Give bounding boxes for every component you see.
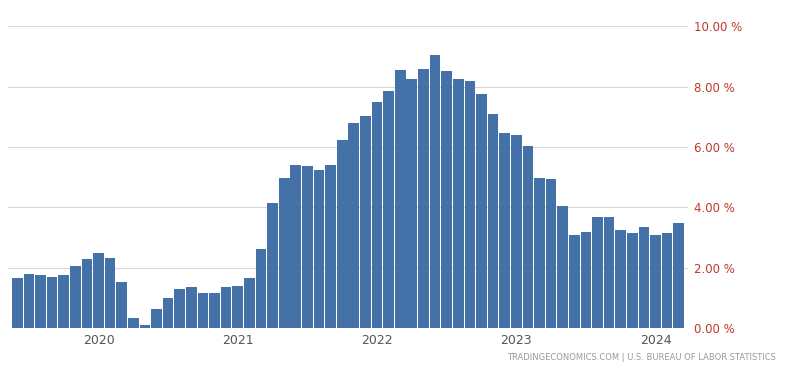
Bar	[198, 292, 208, 328]
Bar	[256, 249, 266, 328]
Bar	[604, 216, 614, 328]
Bar	[627, 233, 638, 328]
Bar	[360, 116, 370, 328]
Bar	[12, 278, 22, 328]
Bar	[349, 123, 359, 328]
Bar	[314, 170, 324, 328]
Bar	[522, 146, 534, 328]
Bar	[442, 71, 452, 328]
Bar	[326, 166, 336, 328]
Bar	[476, 94, 486, 328]
Bar	[558, 206, 568, 328]
Bar	[244, 278, 254, 328]
Bar	[70, 266, 81, 328]
Bar	[499, 134, 510, 328]
Bar	[395, 70, 406, 328]
Bar	[406, 79, 417, 328]
Bar	[128, 318, 138, 328]
Bar	[46, 277, 58, 328]
Bar	[662, 233, 673, 328]
Bar	[221, 287, 231, 328]
Bar	[534, 178, 545, 328]
Bar	[93, 253, 104, 328]
Bar	[372, 102, 382, 328]
Bar	[546, 179, 557, 328]
Bar	[581, 232, 591, 328]
Bar	[151, 308, 162, 328]
Bar	[337, 140, 347, 328]
Bar	[162, 298, 174, 328]
Bar	[58, 275, 69, 328]
Bar	[279, 178, 290, 328]
Bar	[638, 227, 650, 328]
Bar	[430, 55, 440, 328]
Bar	[650, 235, 661, 328]
Bar	[465, 81, 475, 328]
Bar	[35, 275, 46, 328]
Bar	[23, 273, 34, 328]
Bar	[418, 69, 429, 328]
Bar	[290, 166, 301, 328]
Bar	[105, 258, 115, 328]
Bar	[174, 289, 185, 328]
Bar	[82, 259, 92, 328]
Bar	[139, 325, 150, 328]
Bar	[116, 282, 127, 328]
Bar	[383, 91, 394, 328]
Text: TRADINGECONOMICS.COM | U.S. BUREAU OF LABOR STATISTICS: TRADINGECONOMICS.COM | U.S. BUREAU OF LA…	[507, 353, 776, 362]
Bar	[267, 203, 278, 328]
Bar	[186, 287, 197, 328]
Bar	[592, 217, 603, 328]
Bar	[511, 135, 522, 328]
Bar	[302, 166, 313, 328]
Bar	[615, 231, 626, 328]
Bar	[233, 286, 243, 328]
Bar	[569, 235, 580, 328]
Bar	[674, 223, 684, 328]
Bar	[488, 113, 498, 328]
Bar	[210, 293, 220, 328]
Bar	[453, 79, 463, 328]
